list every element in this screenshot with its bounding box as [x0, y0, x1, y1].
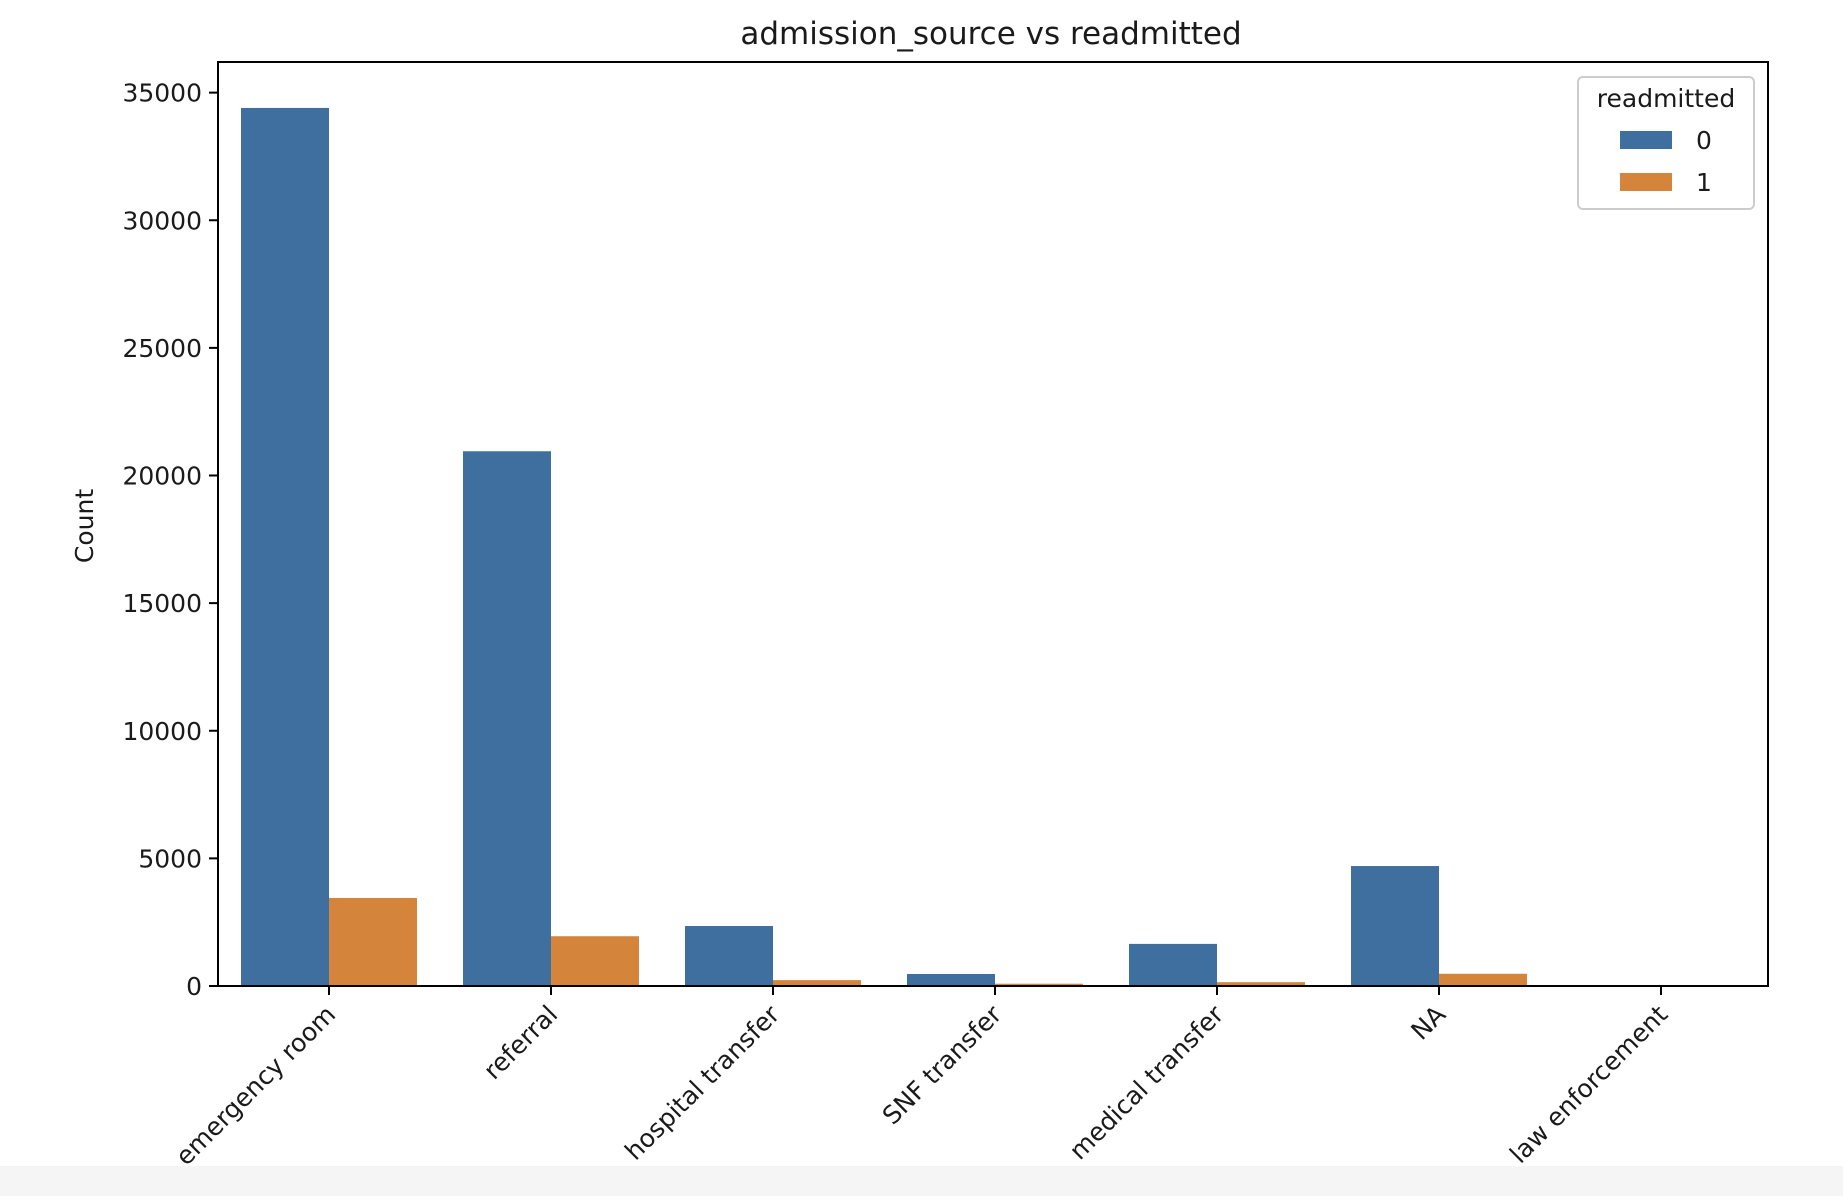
x-tick-label: emergency room — [170, 1000, 341, 1171]
x-axis-ticks: emergency room referral hospital transfer S… — [170, 986, 1673, 1171]
y-tick-label: 15000 — [122, 589, 202, 618]
y-tick-label: 35000 — [122, 79, 202, 108]
bar-series1-referral — [551, 936, 639, 986]
legend-label-0: 0 — [1696, 126, 1712, 155]
bars-group — [241, 108, 1749, 986]
y-axis-ticks: 0 5000 10000 15000 20000 25000 30000 35000 — [122, 79, 218, 1001]
bar-series0-emergency-room — [241, 108, 329, 986]
y-tick-label: 30000 — [122, 206, 202, 235]
bar-series0-referral — [463, 451, 551, 986]
window-bottom-strip — [0, 1166, 1843, 1196]
legend-title: readmitted — [1597, 84, 1735, 113]
x-tick-label: SNF transfer — [877, 999, 1008, 1130]
y-tick-label: 25000 — [122, 334, 202, 363]
x-tick-label: referral — [478, 1000, 563, 1085]
bar-series1-emergency-room — [329, 898, 417, 986]
x-tick-label: hospital transfer — [619, 999, 785, 1165]
bar-series0-hospital-transfer — [685, 926, 773, 986]
y-axis-label: Count — [70, 489, 99, 563]
bar-series1-na — [1439, 974, 1527, 986]
y-tick-label: 5000 — [138, 844, 202, 873]
bar-series0-medical-transfer — [1129, 944, 1217, 986]
y-tick-label: 10000 — [122, 717, 202, 746]
chart-title: admission_source vs readmitted — [740, 16, 1241, 52]
x-tick-label: medical transfer — [1064, 999, 1230, 1165]
legend-swatch-0 — [1620, 131, 1672, 149]
y-tick-label: 20000 — [122, 462, 202, 491]
legend-swatch-1 — [1620, 173, 1672, 191]
plot-frame — [218, 62, 1768, 986]
bar-series0-snf-transfer — [907, 974, 995, 986]
legend: readmitted 0 1 — [1578, 77, 1754, 209]
x-tick-label: NA — [1405, 1000, 1451, 1046]
legend-label-1: 1 — [1696, 168, 1712, 197]
x-tick-label: law enforcement — [1504, 1000, 1673, 1169]
y-tick-label: 0 — [186, 972, 202, 1001]
bar-series0-na — [1351, 866, 1439, 986]
